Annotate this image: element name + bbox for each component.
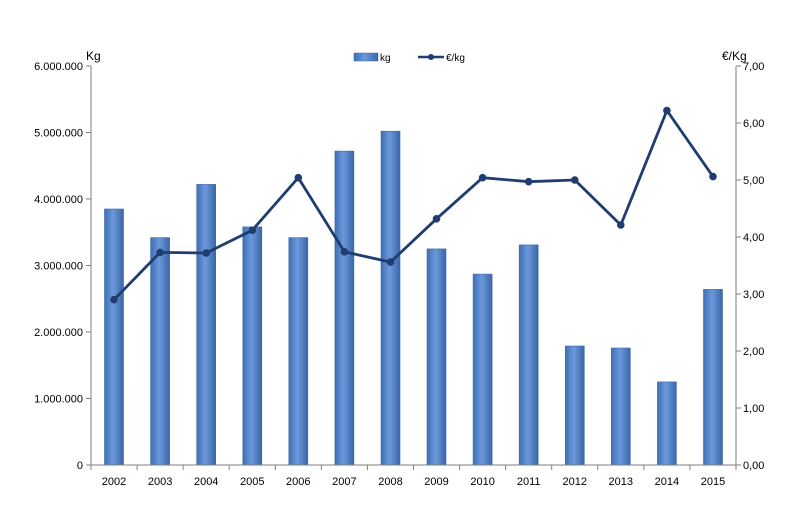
bar-2007: [334, 150, 355, 466]
price-point-2014: [663, 106, 671, 115]
left-axis-label: Kg: [86, 49, 101, 63]
bar-series: [104, 130, 723, 466]
bar-2014: [657, 381, 677, 466]
price-point-2005: [248, 226, 257, 234]
right-axis-label: €/Kg: [722, 49, 747, 63]
x-tick-label: 2004: [194, 476, 218, 488]
x-tick-label: 2012: [563, 476, 587, 488]
right-tick-label: 0,00: [743, 460, 764, 472]
right-tick-label: 6,00: [743, 118, 764, 130]
price-point-2013: [617, 221, 625, 229]
left-tick-label: 4.000.000: [34, 194, 83, 206]
legend-kg-label: kg: [380, 53, 391, 64]
axes: 0 1.000.000 2.000.000 3.000.000 4.000.000 5.0…: [34, 61, 764, 488]
price-point-2006: [294, 173, 303, 182]
price-point-2011: [524, 177, 533, 186]
left-tick-label: 1.000.000: [34, 394, 83, 406]
x-tick-label: 2011: [517, 476, 541, 488]
right-tick-label: 7,00: [743, 61, 764, 73]
legend-price-label: €/kg: [446, 53, 465, 64]
left-tick-label: 0: [77, 460, 83, 472]
legend-price-marker: [428, 54, 434, 60]
bar-2015: [703, 289, 723, 466]
price-point-2003: [156, 248, 164, 257]
x-tick-label: 2008: [378, 476, 402, 488]
price-point-2012: [571, 176, 579, 184]
plot-area: 0 1.000.000 2.000.000 3.000.000 4.000.000 5.0…: [34, 61, 764, 488]
price-line: [112, 109, 715, 301]
legend-kg-swatch: [353, 52, 379, 62]
price-point-2009: [432, 215, 441, 223]
bar-2008: [380, 130, 401, 466]
left-tick-label: 2.000.000: [34, 327, 83, 339]
bar-2011: [518, 244, 539, 466]
x-tick-label: 2015: [701, 476, 725, 488]
bar-2010: [472, 273, 493, 466]
right-tick-label: 3,00: [743, 289, 764, 301]
x-tick-label: 2002: [102, 476, 126, 488]
x-tick-label: 2014: [655, 476, 679, 488]
left-tick-label: 6.000.000: [34, 61, 83, 73]
left-tick-label: 3.000.000: [34, 261, 83, 273]
line-series: [110, 106, 717, 304]
bar-2003: [150, 237, 170, 466]
price-point-2004: [202, 249, 210, 257]
x-tick-label: 2003: [148, 476, 172, 488]
x-tick-label: 2013: [609, 476, 633, 488]
right-tick-label: 5,00: [743, 175, 764, 187]
bar-2009: [426, 248, 447, 466]
x-tick-label: 2005: [240, 476, 264, 488]
price-point-2002: [110, 295, 118, 304]
price-point-2015: [709, 172, 717, 181]
left-tick-label: 5.000.000: [34, 128, 83, 140]
bar-2012: [564, 345, 585, 466]
bar-2004: [196, 184, 216, 466]
right-tick-label: 2,00: [743, 346, 764, 358]
right-tick-label: 4,00: [743, 232, 764, 244]
price-point-2007: [340, 248, 349, 256]
price-point-2010: [478, 173, 487, 182]
x-tick-label: 2010: [470, 476, 494, 488]
bar-2013: [610, 347, 631, 466]
x-tick-label: 2006: [286, 476, 310, 488]
bar-2006: [288, 237, 309, 466]
right-tick-label: 1,00: [743, 403, 764, 415]
legend: kg €/kg: [353, 52, 465, 64]
price-point-2008: [386, 258, 395, 266]
x-tick-label: 2007: [332, 476, 356, 488]
x-tick-label: 2009: [424, 476, 448, 488]
bar-2002: [104, 208, 124, 466]
bar-2005: [242, 226, 263, 466]
